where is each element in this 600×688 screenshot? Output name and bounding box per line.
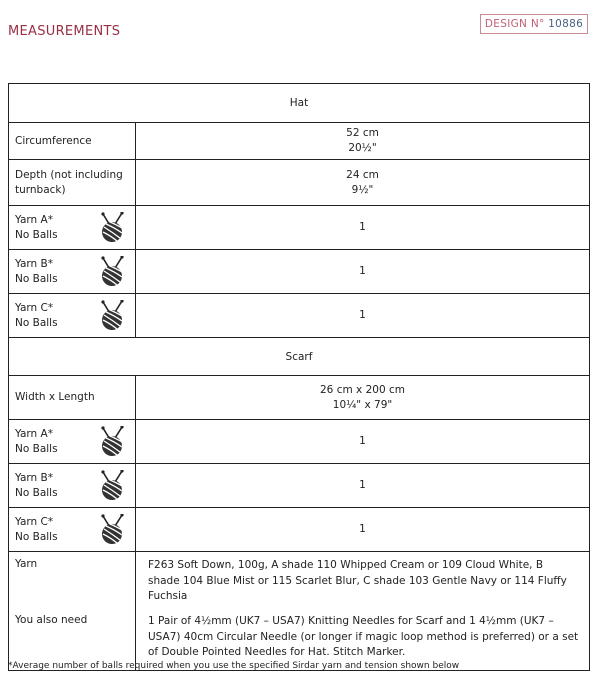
page-title: MEASUREMENTS: [8, 24, 121, 39]
row-value-metric: 26 cm x 200 cm: [320, 383, 405, 396]
yarn-ball-icon: [101, 211, 124, 242]
row-value-imperial: 20½": [348, 142, 377, 154]
yarn-ball-icon: [101, 513, 124, 544]
table-row: Depth (not including turnback) 24 cm 9½": [8, 159, 590, 206]
row-label: Yarn A*: [15, 427, 53, 440]
also-need-label: You also need: [15, 614, 88, 626]
row-label: Yarn C*: [15, 301, 54, 314]
row-sublabel: No Balls: [15, 442, 58, 455]
row-value: 1: [359, 523, 366, 535]
row-value: 1: [359, 479, 366, 491]
yarn-value: F263 Soft Down, 100g, A shade 110 Whippe…: [148, 559, 567, 602]
row-value: 1: [359, 309, 366, 321]
design-number: 10886: [548, 18, 584, 30]
table-row: Yarn C* No Balls 1: [8, 293, 590, 338]
design-number-box: DESIGN N° 10886: [480, 14, 588, 34]
row-value-metric: 52 cm: [346, 127, 379, 139]
table-row: Yarn A* No Balls 1: [8, 205, 590, 250]
yarn-ball-icon: [101, 255, 124, 286]
row-label: Yarn A*: [15, 213, 53, 226]
row-value-imperial: 10¼" x 79": [332, 398, 393, 411]
measurements-table: Hat Circumference 52 cm 20½" Depth (not incl…: [8, 83, 590, 671]
scarf-heading: Scarf: [285, 350, 313, 363]
row-sublabel: No Balls: [15, 228, 58, 241]
yarn-ball-icon: [101, 299, 124, 330]
yarn-row: Yarn F263 Soft Down, 100g, A shade 110 Wh…: [8, 551, 590, 614]
row-sublabel: No Balls: [15, 530, 58, 543]
row-label: Depth (not including turnback): [15, 168, 123, 196]
row-label: Yarn C*: [15, 515, 54, 528]
table-row: Yarn A* No Balls 1: [8, 419, 590, 464]
design-label: DESIGN N°: [484, 18, 545, 30]
row-sublabel: No Balls: [15, 316, 58, 329]
row-label: Yarn B*: [15, 471, 53, 484]
row-label: Yarn B*: [15, 257, 53, 270]
row-sublabel: No Balls: [15, 272, 58, 285]
row-value: 1: [359, 265, 366, 277]
footnote: *Average number of balls required when y…: [8, 661, 460, 671]
table-row: Yarn B* No Balls 1: [8, 249, 590, 294]
hat-heading-row: Hat: [8, 83, 590, 123]
row-label: Circumference: [15, 134, 92, 147]
table-row: Circumference 52 cm 20½": [8, 122, 590, 160]
table-row: Width x Length 26 cm x 200 cm 10¼" x 79": [8, 375, 590, 420]
table-row: Yarn B* No Balls 1: [8, 463, 590, 508]
also-need-value: 1 Pair of 4½mm (UK7 – USA7) Knitting Nee…: [148, 615, 579, 658]
row-value-imperial: 9½": [351, 183, 374, 196]
table-row: Yarn C* No Balls 1: [8, 507, 590, 552]
row-label: Width x Length: [15, 391, 95, 403]
row-value: 1: [359, 221, 366, 233]
yarn-ball-icon: [101, 469, 124, 500]
yarn-ball-icon: [101, 425, 124, 456]
yarn-label: Yarn: [15, 558, 38, 570]
scarf-heading-row: Scarf: [8, 337, 590, 376]
also-need-row: You also need 1 Pair of 4½mm (UK7 – USA7)…: [8, 614, 590, 671]
row-value-metric: 24 cm: [346, 168, 379, 181]
row-value: 1: [359, 435, 366, 447]
hat-heading: Hat: [289, 97, 309, 109]
row-sublabel: No Balls: [15, 486, 58, 499]
